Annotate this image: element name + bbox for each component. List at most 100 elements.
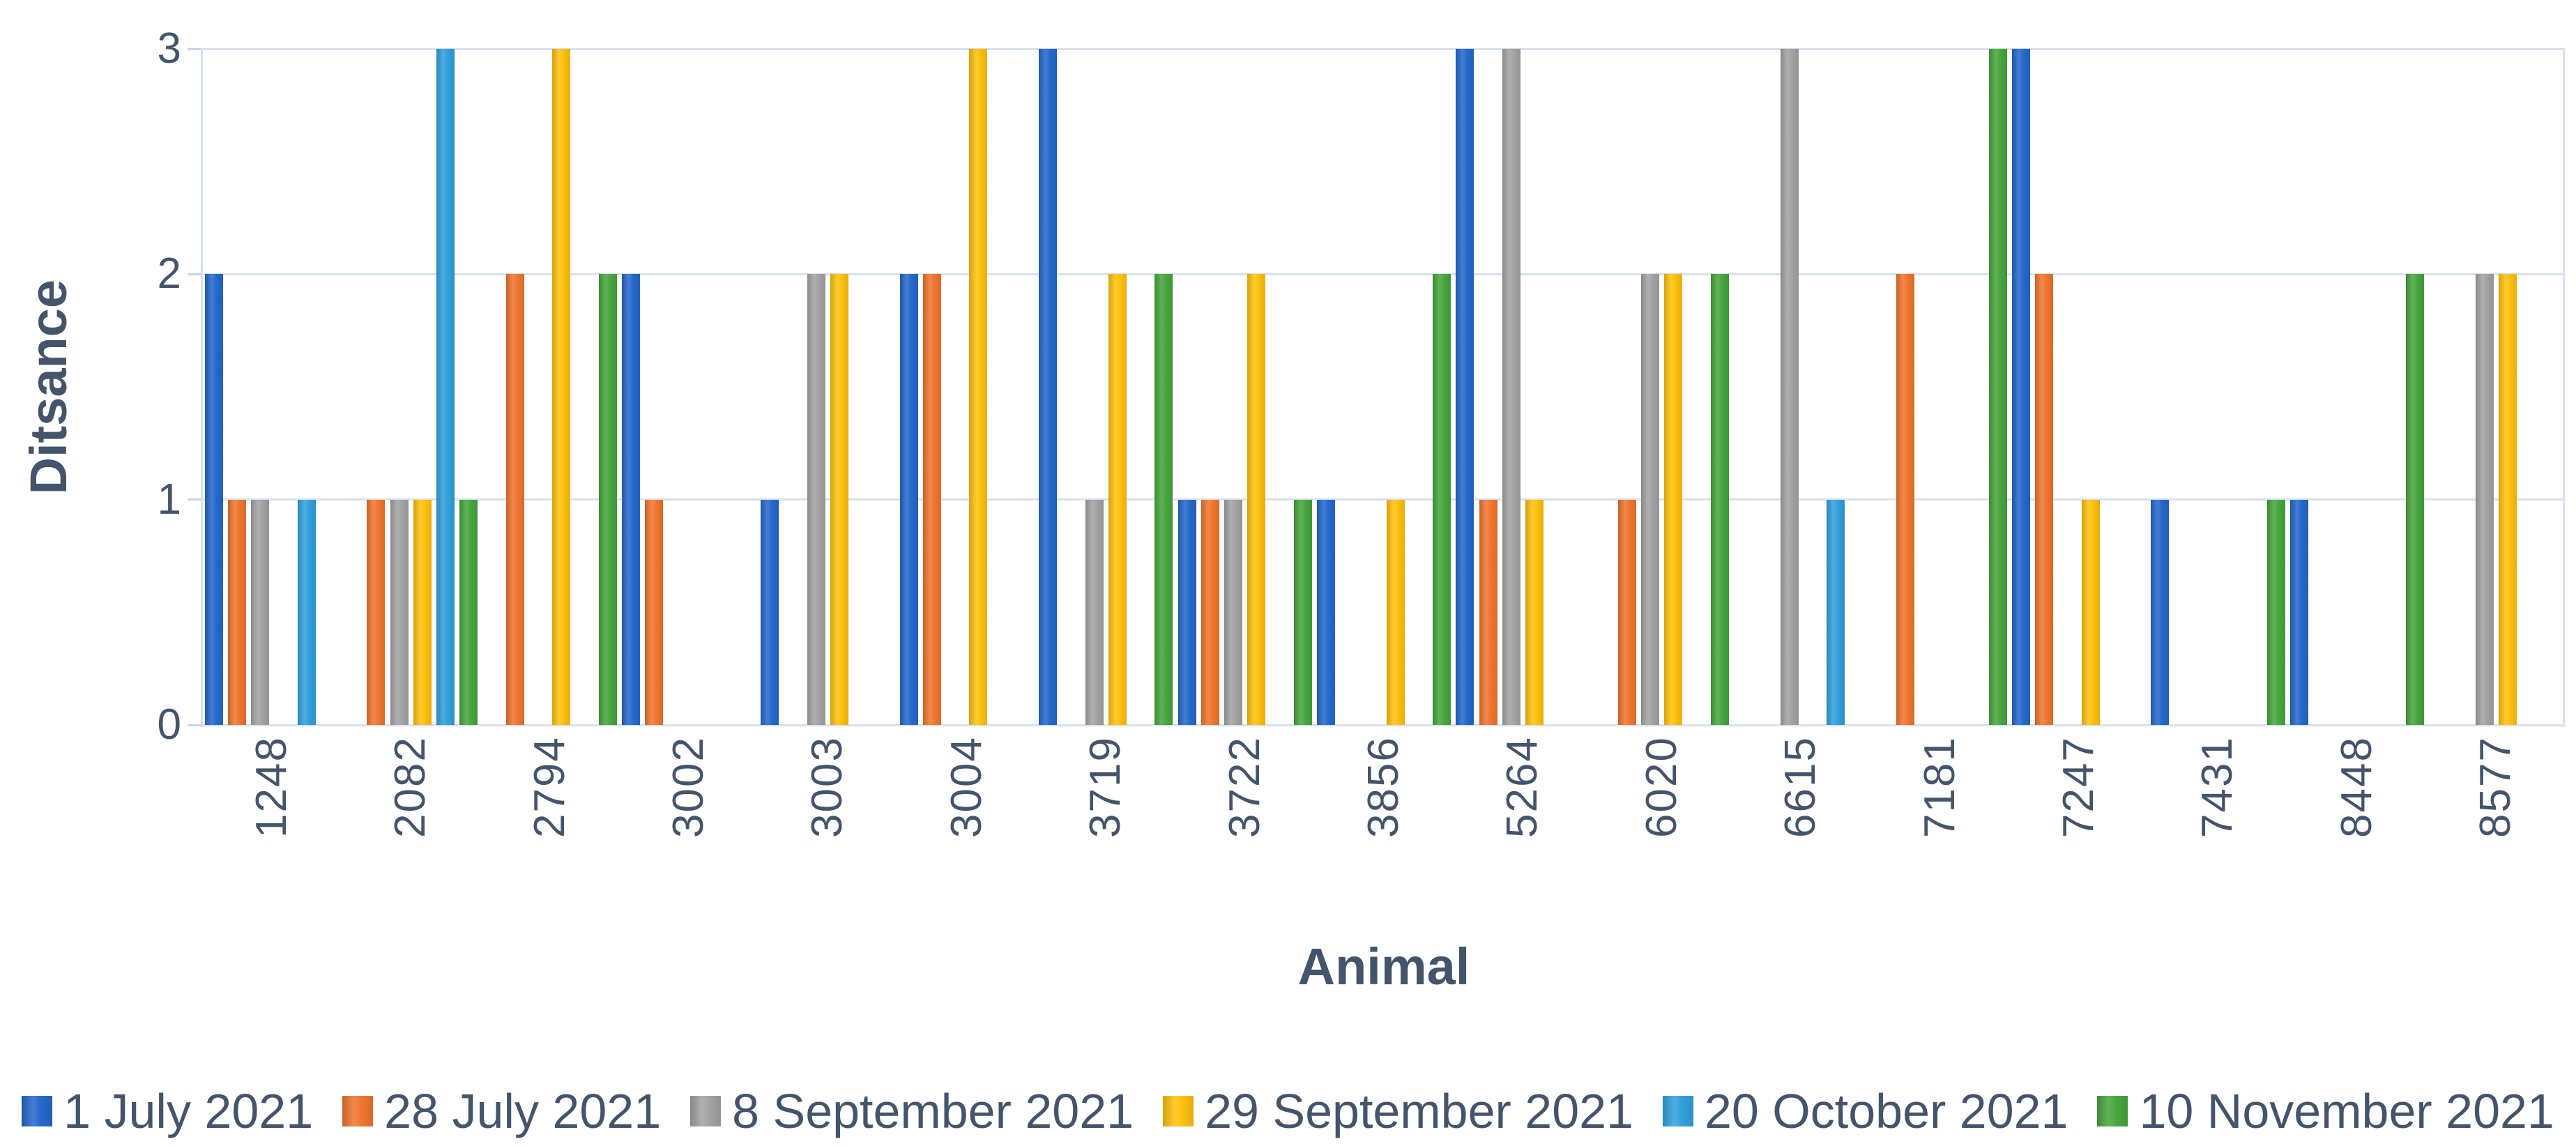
- y-tick-mark-0: [188, 724, 201, 726]
- bar-6020-29-september-2021: [1664, 274, 1683, 725]
- bar-7247-1-july-2021: [2011, 49, 2030, 725]
- bar-8577-29-september-2021: [2498, 274, 2517, 725]
- bar-7247-29-september-2021: [2081, 499, 2100, 725]
- bar-3722-10-november-2021: [1293, 499, 1312, 725]
- y-tick-mark-3: [188, 47, 201, 50]
- bar-3722-1-july-2021: [1178, 499, 1196, 725]
- x-tick-label-7247: 7247: [2055, 736, 2103, 838]
- legend-label: 28 July 2021: [384, 1084, 662, 1138]
- bar-2082-10-november-2021: [459, 499, 478, 725]
- plot-area: [202, 47, 2566, 726]
- bar-3719-1-july-2021: [1039, 49, 1058, 725]
- bar-2082-20-october-2021: [436, 49, 455, 725]
- bar-2082-28-july-2021: [367, 499, 386, 725]
- legend-label: 29 September 2021: [1205, 1084, 1633, 1138]
- x-tick-label-7181: 7181: [1915, 736, 1964, 838]
- bar-3719-8-september-2021: [1085, 499, 1104, 725]
- bar-5264-29-september-2021: [1525, 499, 1544, 725]
- legend-entry-6: 10 November 2021: [2097, 1087, 2554, 1136]
- x-tick-label-3004: 3004: [942, 736, 991, 838]
- bar-3004-29-september-2021: [969, 49, 988, 725]
- x-tick-label-7431: 7431: [2193, 736, 2242, 838]
- x-tick-label-8577: 8577: [2471, 736, 2520, 838]
- x-tick-label-6615: 6615: [1776, 736, 1825, 838]
- plot-left-border: [201, 49, 203, 727]
- x-tick-label-8448: 8448: [2332, 736, 2381, 838]
- gridline-y1: [202, 498, 2566, 501]
- bar-3856-10-november-2021: [1433, 274, 1451, 725]
- legend-label: 1 July 2021: [63, 1084, 314, 1138]
- x-axis-title: Animal: [1297, 938, 1470, 995]
- bar-5264-1-july-2021: [1456, 49, 1474, 725]
- legend-swatch-icon: [1663, 1096, 1693, 1126]
- bar-3004-1-july-2021: [899, 274, 918, 725]
- bar-1248-8-september-2021: [251, 499, 270, 725]
- bar-3722-8-september-2021: [1224, 499, 1242, 725]
- x-tick-label-5264: 5264: [1498, 736, 1547, 838]
- bar-7431-10-november-2021: [2266, 499, 2285, 725]
- y-axis-title-box: Ditsance: [7, 49, 91, 725]
- x-tick-label-3722: 3722: [1220, 736, 1269, 838]
- legend-swatch-icon: [2097, 1096, 2128, 1126]
- legend-swatch-icon: [22, 1096, 53, 1126]
- bar-3722-29-september-2021: [1247, 274, 1266, 725]
- legend-entry-4: 29 September 2021: [1163, 1087, 1633, 1136]
- bar-6020-10-november-2021: [1710, 274, 1729, 725]
- legend-swatch-icon: [690, 1096, 722, 1126]
- bar-1248-1-july-2021: [204, 274, 223, 725]
- bar-2794-29-september-2021: [552, 49, 571, 725]
- bar-3002-1-july-2021: [621, 274, 640, 725]
- x-tick-label-3003: 3003: [803, 736, 852, 838]
- bar-3003-29-september-2021: [830, 274, 848, 725]
- legend-label: 20 October 2021: [1705, 1084, 2068, 1138]
- bar-8577-8-september-2021: [2475, 274, 2494, 725]
- legend-entry-5: 20 October 2021: [1663, 1087, 2068, 1136]
- bar-2794-28-july-2021: [505, 274, 524, 725]
- bar-3002-28-july-2021: [645, 499, 664, 725]
- legend: 1 July 2021 28 July 2021 8 September 2021 2…: [0, 1079, 2576, 1143]
- bar-7431-1-july-2021: [2151, 499, 2170, 725]
- bar-8448-1-july-2021: [2289, 499, 2308, 725]
- bar-3856-29-september-2021: [1386, 499, 1405, 725]
- legend-swatch-icon: [1163, 1096, 1194, 1126]
- bar-7247-28-july-2021: [2035, 274, 2054, 725]
- bar-1248-20-october-2021: [297, 499, 316, 725]
- y-tick-label-3: 3: [157, 24, 181, 72]
- x-tick-label-3002: 3002: [664, 736, 712, 838]
- bar-1248-28-july-2021: [227, 499, 246, 725]
- bar-7181-10-november-2021: [1988, 49, 2007, 725]
- y-tick-label-1: 1: [157, 475, 181, 524]
- bar-3719-10-november-2021: [1154, 274, 1173, 725]
- y-tick-mark-2: [188, 273, 201, 275]
- plot-right-border: [2563, 49, 2565, 727]
- x-tick-label-3719: 3719: [1081, 736, 1130, 838]
- gridline-y3: [202, 47, 2566, 50]
- x-tick-label-3856: 3856: [1359, 736, 1408, 838]
- bar-2794-10-november-2021: [598, 274, 617, 725]
- x-tick-label-1248: 1248: [247, 736, 296, 838]
- bar-3722-28-july-2021: [1201, 499, 1219, 725]
- bar-3003-8-september-2021: [807, 274, 825, 725]
- y-tick-mark-1: [188, 498, 201, 501]
- gridline-y0: [202, 724, 2566, 726]
- bar-6615-8-september-2021: [1780, 49, 1799, 725]
- x-tick-label-2794: 2794: [525, 736, 574, 838]
- legend-label: 8 September 2021: [732, 1084, 1134, 1138]
- bar-6615-20-october-2021: [1827, 499, 1845, 725]
- y-axis-title: Ditsance: [20, 279, 77, 495]
- bar-3003-1-july-2021: [761, 499, 779, 725]
- gridline-y2: [202, 273, 2566, 275]
- x-tick-label-2082: 2082: [386, 736, 435, 838]
- y-tick-label-0: 0: [157, 701, 181, 749]
- legend-swatch-icon: [342, 1096, 374, 1126]
- bar-3856-1-july-2021: [1316, 499, 1335, 725]
- bar-3004-28-july-2021: [922, 274, 941, 725]
- bar-6020-8-september-2021: [1641, 274, 1660, 725]
- bar-6020-28-july-2021: [1617, 499, 1636, 725]
- y-tick-label-2: 2: [157, 250, 181, 298]
- bar-7181-28-july-2021: [1896, 274, 1914, 725]
- bar-2082-8-september-2021: [390, 499, 409, 725]
- legend-label: 10 November 2021: [2139, 1084, 2554, 1138]
- bar-2082-29-september-2021: [413, 499, 432, 725]
